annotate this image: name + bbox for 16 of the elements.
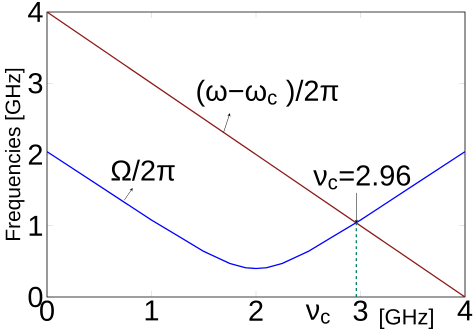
y-tick-label: 0 (28, 286, 42, 308)
x-tick-label: 2 (249, 300, 263, 321)
annotation: ν$_{c}$=2.96 (313, 165, 410, 190)
x-tick-label: 1 (146, 300, 158, 320)
ref-line-label: ν$_{c}$ (306, 304, 330, 324)
y-tick-label: 2 (28, 144, 42, 165)
series-label: (ω−ω$_{c}$ )/2π (197, 80, 338, 107)
series-label: Ω/2π (112, 160, 175, 181)
x-tick-label: 3 (354, 300, 368, 321)
x-tick-label: 4 (458, 300, 472, 320)
line-series (47, 151, 465, 270)
y-tick-label: 3 (28, 73, 42, 94)
y-axis-title: Frequencies [GHz] (4, 68, 24, 240)
x-axis-title: [GHz] (380, 308, 433, 329)
y-tick-label: 4 (28, 2, 43, 22)
y-tick-label: 1 (30, 216, 42, 236)
